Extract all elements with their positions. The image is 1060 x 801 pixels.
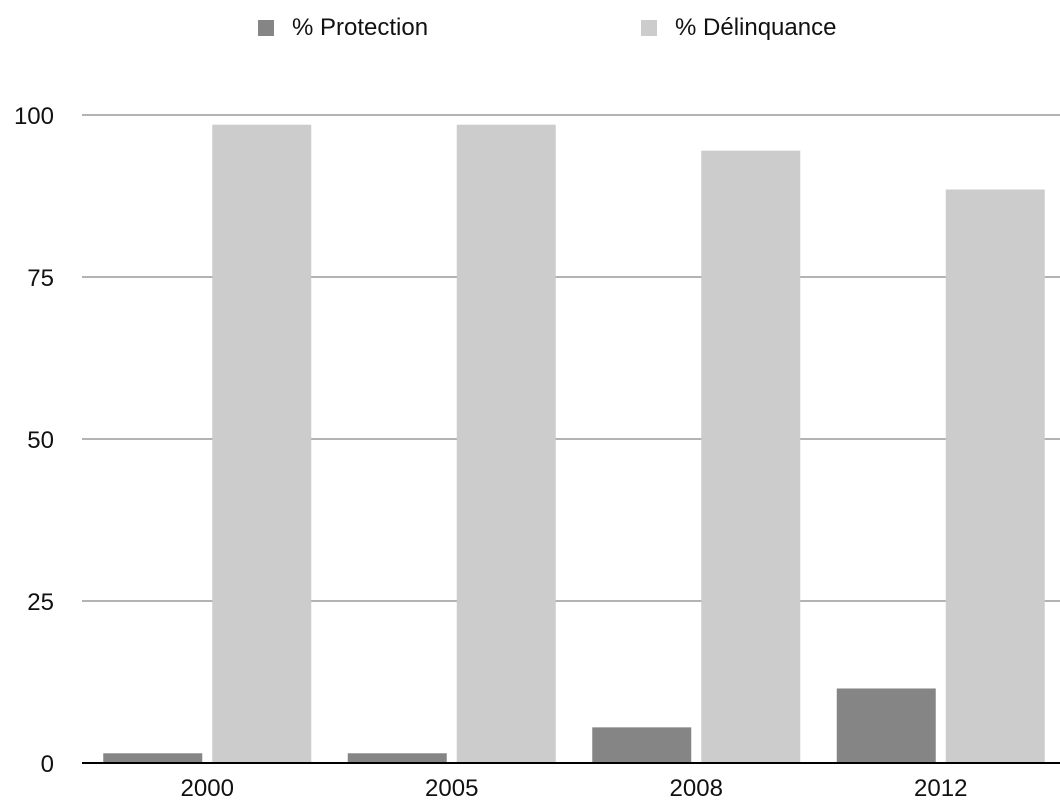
x-tick-label-2012: 2012 (914, 775, 967, 801)
legend-item-delinquance: % Délinquance (641, 14, 836, 42)
legend-swatch-delinquance (641, 20, 657, 36)
bar-protection-2005 (347, 753, 447, 763)
y-tick-label-75: 75 (27, 265, 54, 292)
x-tick-label-2008: 2008 (670, 775, 723, 801)
legend: % Protection % Délinquance (0, 14, 1060, 46)
bar-delinquance-2005 (456, 124, 556, 764)
y-tick-label-50: 50 (27, 427, 54, 454)
bar-delinquance-2008 (701, 150, 801, 763)
bar-delinquance-2012 (945, 189, 1045, 763)
legend-swatch-protection (258, 20, 274, 36)
x-tick-label-2005: 2005 (425, 775, 478, 801)
y-tick-label-100: 100 (14, 103, 54, 130)
legend-label-delinquance: % Délinquance (675, 14, 837, 41)
bar-delinquance-2000 (212, 124, 312, 764)
y-tick-label-0: 0 (41, 751, 54, 778)
y-tick-label-25: 25 (27, 589, 54, 616)
bar-protection-2008 (592, 727, 692, 763)
legend-label-protection: % Protection (292, 14, 429, 41)
x-tick-label-2000: 2000 (181, 775, 234, 801)
bar-protection-2012 (836, 688, 936, 763)
bar-protection-2000 (103, 753, 203, 763)
legend-item-protection: % Protection (258, 14, 428, 42)
